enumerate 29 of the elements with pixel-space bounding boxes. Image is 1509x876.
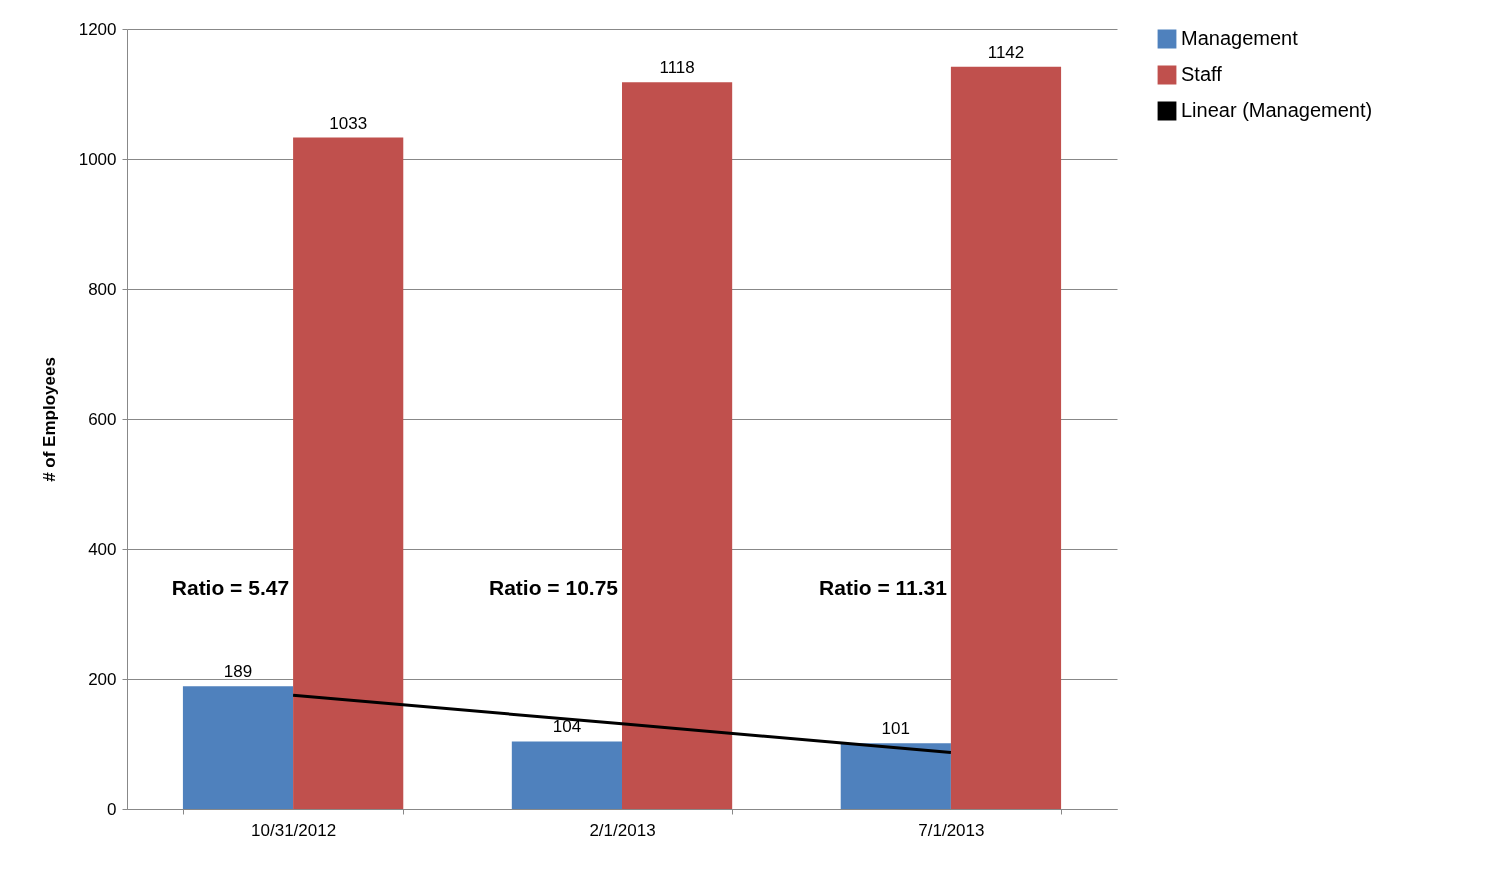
legend-label: Staff bbox=[1181, 63, 1223, 85]
x-tick-label: 10/31/2012 bbox=[251, 820, 337, 840]
data-label: 1118 bbox=[659, 58, 695, 78]
bar bbox=[840, 743, 951, 809]
annotation: Ratio = 10.75 bbox=[489, 576, 619, 599]
bar bbox=[293, 137, 404, 809]
x-tick-label: 7/1/2013 bbox=[918, 820, 985, 840]
data-label: 104 bbox=[552, 717, 582, 737]
legend-label: Linear (Management) bbox=[1181, 99, 1373, 121]
bar bbox=[182, 686, 294, 809]
bar bbox=[950, 66, 1062, 809]
y-tick-label: 0 bbox=[107, 799, 117, 819]
annotation: Ratio = 11.31 bbox=[819, 576, 948, 599]
x-tick-label: 2/1/2013 bbox=[589, 820, 656, 840]
y-tick-label: 800 bbox=[88, 279, 117, 299]
bar bbox=[511, 741, 622, 809]
y-tick-label: 600 bbox=[88, 409, 117, 429]
y-tick-label: 200 bbox=[88, 669, 117, 689]
annotation: Ratio = 5.47 bbox=[171, 576, 290, 599]
y-tick-label: 1200 bbox=[78, 19, 117, 39]
y-axis-title: # of Employees bbox=[39, 357, 59, 482]
y-tick-label: 1000 bbox=[78, 149, 117, 169]
data-label: 189 bbox=[223, 662, 253, 682]
y-tick-label: 400 bbox=[88, 539, 117, 559]
data-label: 1142 bbox=[987, 42, 1025, 62]
bar bbox=[622, 82, 733, 809]
data-label: 1033 bbox=[329, 113, 368, 133]
legend-label: Management bbox=[1181, 27, 1299, 49]
data-label: 101 bbox=[881, 719, 910, 739]
